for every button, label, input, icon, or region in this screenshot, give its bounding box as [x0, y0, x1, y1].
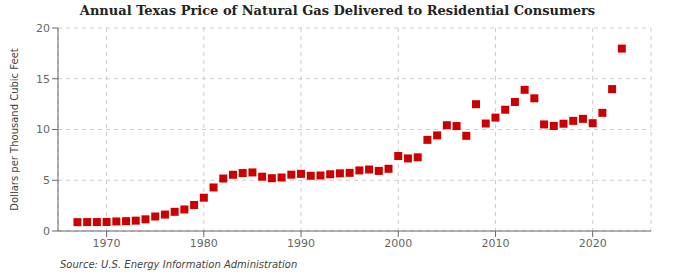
svg-text:0: 0	[43, 225, 50, 238]
html-text:Annual Texas Price of Natural: Annual Texas Price of Natural Gas Delive…	[79, 3, 596, 18]
html-text:Source: U.S. Energy Informatio: Source: U.S. Energy Information Administ…	[60, 259, 298, 270]
svg-text:Dollars per Thousand Cubic Fee: Dollars per Thousand Cubic Feet	[9, 48, 20, 211]
svg-text:20: 20	[36, 22, 50, 35]
svg-text:10: 10	[36, 123, 50, 136]
svg-text:1980: 1980	[190, 237, 218, 250]
svg-text:2010: 2010	[481, 237, 509, 250]
svg-text:2020: 2020	[579, 237, 607, 250]
svg-text:1990: 1990	[287, 237, 315, 250]
svg-text:2000: 2000	[384, 237, 412, 250]
svg-text:5: 5	[43, 174, 50, 187]
svg-text:15: 15	[36, 73, 50, 86]
svg-text:1970: 1970	[93, 237, 121, 250]
